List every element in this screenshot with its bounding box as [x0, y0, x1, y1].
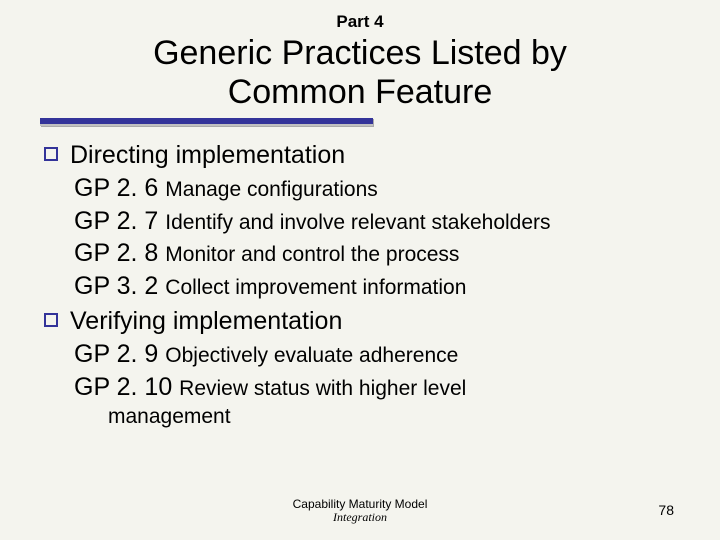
gp-item: GP 2. 9 Objectively evaluate adherence — [74, 338, 680, 371]
gp-item: GP 2. 8 Monitor and control the process — [74, 237, 680, 270]
title-rule — [40, 118, 373, 126]
gp-desc: Objectively evaluate adherence — [165, 344, 458, 367]
section-heading: Directing implementation — [70, 140, 345, 170]
gp-item: GP 2. 7 Identify and involve relevant st… — [74, 205, 680, 238]
content-area: Directing implementation GP 2. 6 Manage … — [40, 140, 680, 430]
gp-code: GP 2. 10 — [74, 373, 172, 401]
bullet-square-icon — [44, 147, 58, 161]
gp-code: GP 2. 9 — [74, 340, 158, 368]
bullet-row: Verifying implementation — [44, 306, 680, 336]
gp-desc: Collect improvement information — [165, 276, 466, 299]
part-label: Part 4 — [40, 12, 680, 32]
section-heading: Verifying implementation — [70, 306, 342, 336]
gp-desc: Identify and involve relevant stakeholde… — [165, 211, 550, 234]
slide-title: Generic Practices Listed by Common Featu… — [40, 34, 680, 112]
gp-desc: Manage configurations — [165, 178, 377, 201]
bullet-row: Directing implementation — [44, 140, 680, 170]
gp-item: GP 3. 2 Collect improvement information — [74, 270, 680, 303]
footer: Capability Maturity Model Integration — [0, 498, 720, 524]
footer-subtitle: Integration — [333, 510, 387, 524]
title-line-2: Common Feature — [228, 73, 493, 111]
gp-item: GP 2. 10 Review status with higher level — [74, 371, 680, 404]
gp-code: GP 2. 7 — [74, 207, 158, 235]
footer-center: Capability Maturity Model Integration — [293, 498, 428, 524]
gp-list: GP 2. 9 Objectively evaluate adherence G… — [74, 338, 680, 430]
gp-desc: Review status with higher level — [179, 377, 466, 400]
gp-code: GP 2. 6 — [74, 174, 158, 202]
title-line-1: Generic Practices Listed by — [153, 34, 567, 72]
gp-item: GP 2. 6 Manage configurations — [74, 172, 680, 205]
page-number: 78 — [658, 502, 674, 518]
gp-code: GP 2. 8 — [74, 239, 158, 267]
title-rule-wrap — [40, 118, 680, 126]
bullet-square-icon — [44, 313, 58, 327]
gp-desc: Monitor and control the process — [165, 243, 459, 266]
gp-desc-continuation: management — [108, 403, 680, 430]
slide: Part 4 Generic Practices Listed by Commo… — [0, 0, 720, 540]
gp-code: GP 3. 2 — [74, 272, 158, 300]
footer-title: Capability Maturity Model — [293, 497, 428, 511]
gp-list: GP 2. 6 Manage configurations GP 2. 7 Id… — [74, 172, 680, 302]
